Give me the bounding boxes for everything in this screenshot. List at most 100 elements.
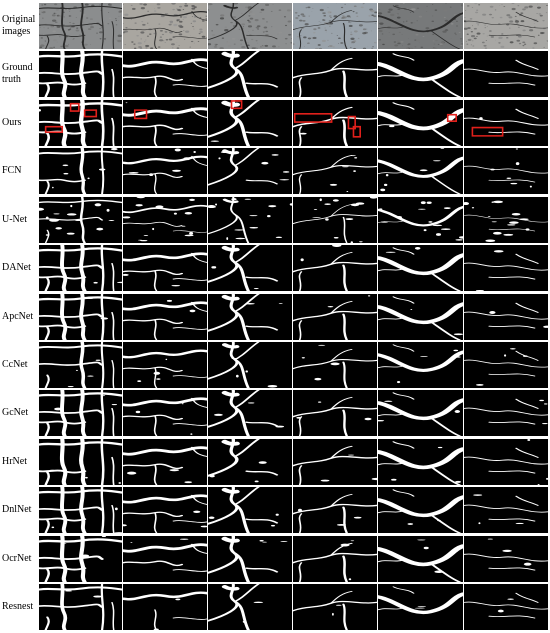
crack-mask [123,397,207,436]
segmentation-mask [378,100,463,146]
segmentation-mask [39,536,122,582]
crack-mask [293,106,377,146]
crack-mask [39,245,122,291]
segmentation-mask [39,197,122,243]
highlight-box [71,104,79,111]
row-label: FCN [2,165,22,176]
crack-mask [293,57,377,97]
crack-mask [39,294,122,340]
pavement-photo [39,3,122,49]
segmentation-mask [123,439,207,485]
segmentation-mask [208,487,292,533]
segmentation-mask [378,342,463,388]
crack-mask [293,445,377,485]
crack-mask [293,493,377,533]
crack-mask [208,439,279,483]
row-label: OcrNet [2,553,32,564]
highlight-box [472,128,502,136]
original-image [208,3,292,49]
segmentation-mask [378,487,463,533]
highlight-box [348,117,355,129]
crack-mask [39,584,122,630]
segmentation-mask [378,51,463,97]
crack-mask [123,591,207,630]
pavement-photo [208,3,292,49]
crack-mask [123,148,207,194]
segmentation-mask [464,390,548,436]
crack-mask [293,540,377,582]
crack-mask [464,200,548,243]
segmentation-mask [378,197,463,243]
segmentation-mask [39,100,122,146]
row-label: U-Net [2,214,27,225]
original-image [123,3,207,49]
segmentation-mask [123,245,207,291]
row-label: DANet [2,262,31,273]
segmentation-mask [464,51,548,97]
crack-mask [208,245,279,291]
highlight-box [295,114,332,122]
crack-mask [464,538,548,571]
segmentation-mask [123,148,207,194]
crack-mask [378,247,463,291]
segmentation-mask [39,148,122,194]
crack-mask [378,441,463,485]
original-image [464,3,548,49]
segmentation-mask [123,342,207,388]
highlight-box [85,110,97,116]
segmentation-mask [208,100,292,146]
segmentation-mask [464,197,548,243]
segmentation-mask [293,100,377,146]
crack-mask [123,58,207,97]
crack-mask [39,439,122,485]
crack-mask [208,390,285,436]
crack-mask [208,342,278,388]
crack-mask [39,51,122,97]
segmentation-mask [293,294,377,340]
crack-mask [208,100,279,146]
segmentation-mask [293,487,377,533]
crack-mask [293,344,377,388]
original-image [293,3,377,49]
crack-mask [378,53,463,97]
segmentation-mask [39,487,122,533]
segmentation-mask [378,294,463,340]
crack-mask [39,390,122,436]
segmentation-mask [123,100,207,146]
segmentation-mask [293,536,377,582]
crack-mask [378,344,463,384]
segmentation-mask [39,439,122,485]
segmentation-mask [378,390,463,436]
segmentation-mask [378,148,463,194]
segmentation-mask [123,390,207,436]
crack-mask [208,294,283,340]
segmentation-mask [464,342,548,388]
segmentation-mask [39,245,122,291]
highlight-box [353,127,360,137]
segmentation-mask [293,148,377,194]
segmentation-mask [293,245,377,291]
crack-mask [39,100,122,146]
row-label: Resnest [2,601,34,612]
segmentation-mask [123,584,207,630]
crack-mask [293,396,377,436]
segmentation-mask [39,584,122,630]
crack-mask [39,487,122,533]
crack-mask [123,102,207,146]
segmentation-mask [208,536,292,582]
crack-mask [208,584,264,630]
segmentation-mask [378,439,463,485]
segmentation-mask [293,584,377,630]
segmentation-mask [293,197,377,243]
crack-mask [208,197,292,243]
crack-mask [464,59,548,86]
crack-mask [378,102,463,146]
crack-mask [378,148,463,194]
segmentation-mask [39,294,122,340]
segmentation-mask [464,148,548,194]
crack-mask [123,446,207,485]
segmentation-mask [123,51,207,97]
crack-mask [293,154,377,194]
original-image [39,3,122,49]
